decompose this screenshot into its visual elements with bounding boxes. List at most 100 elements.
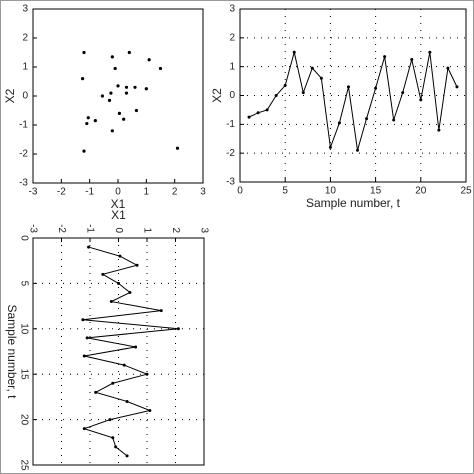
x-tick-label: 10 — [325, 186, 337, 197]
y-tick-label: -1 — [19, 120, 28, 131]
y-tick-label: 2 — [229, 32, 235, 43]
x-tick-label: 3 — [200, 187, 206, 198]
point — [383, 55, 387, 59]
y-tick-label: 3 — [229, 4, 235, 15]
point — [356, 148, 360, 152]
point — [113, 66, 117, 71]
point — [265, 108, 269, 112]
point — [80, 77, 85, 81]
point — [110, 129, 114, 133]
y-tick-label: -3 — [27, 224, 38, 233]
point — [100, 94, 105, 98]
y-tick-label: 3 — [22, 4, 28, 15]
point — [81, 318, 85, 322]
x-tick-label: 25 — [18, 459, 29, 471]
y-tick-label: 2 — [170, 227, 181, 233]
point — [148, 409, 152, 413]
point — [134, 108, 139, 113]
point — [107, 98, 112, 102]
point — [117, 281, 120, 285]
y-tick-label: 2 — [22, 33, 28, 44]
x-tick-label: 15 — [18, 369, 29, 381]
x-axis-label: Sample number, t — [5, 304, 19, 399]
point — [301, 91, 305, 95]
point — [147, 58, 151, 62]
point — [109, 300, 113, 304]
point — [159, 309, 163, 313]
x-tick-label: 25 — [460, 186, 472, 197]
point — [337, 121, 341, 125]
point — [118, 254, 122, 258]
point — [124, 85, 129, 89]
x-tick-label: 15 — [370, 186, 382, 197]
y-tick-label: -1 — [226, 119, 235, 130]
x-tick-label: 0 — [18, 235, 29, 241]
y-tick-label: -2 — [19, 149, 28, 160]
y-axis-label: X1 — [111, 208, 126, 222]
point — [82, 427, 86, 431]
point — [419, 98, 423, 102]
y-tick-label: 0 — [229, 90, 235, 101]
point — [122, 117, 126, 121]
subplot: 0 5 10 15 20 25 -3 -2 -1 0 1 2 3 Sample number, t X1 — [5, 208, 210, 471]
point — [82, 149, 86, 153]
x-tick-label: 10 — [18, 323, 29, 335]
point — [256, 111, 260, 115]
y-axis-label: X2 — [210, 88, 224, 103]
point — [111, 381, 115, 385]
point — [109, 91, 113, 95]
point — [319, 76, 323, 80]
point — [125, 454, 129, 458]
y-tick-label: -3 — [226, 177, 235, 188]
point — [82, 50, 86, 55]
point — [310, 66, 314, 70]
x-tick-label: -2 — [57, 187, 66, 198]
x-tick-label: 1 — [144, 187, 150, 198]
point — [283, 83, 287, 87]
x-tick-label: 5 — [282, 186, 288, 197]
series-line — [248, 52, 458, 151]
y-tick-label: -1 — [84, 224, 95, 233]
point — [437, 128, 441, 132]
point — [392, 118, 396, 122]
point — [94, 390, 98, 394]
point — [127, 50, 131, 55]
point — [114, 445, 118, 449]
point — [110, 55, 114, 59]
point — [128, 290, 132, 294]
x-tick-label: -1 — [85, 187, 94, 198]
point — [122, 363, 126, 367]
point — [135, 263, 139, 267]
y-tick-label: 0 — [113, 227, 124, 233]
point — [274, 94, 278, 97]
point — [410, 57, 414, 61]
point — [86, 116, 90, 120]
point — [175, 146, 180, 150]
series-line — [82, 246, 179, 457]
y-tick-label: -2 — [226, 148, 235, 159]
y-tick-label: 1 — [141, 227, 152, 233]
point — [111, 436, 115, 440]
point — [93, 119, 97, 123]
x-tick-label: 5 — [18, 281, 29, 287]
y-tick-label: -2 — [56, 224, 67, 233]
point — [85, 121, 89, 126]
x-tick-label: 0 — [237, 186, 243, 197]
plot-area — [32, 8, 204, 184]
point — [176, 327, 180, 331]
plot-area — [32, 237, 205, 466]
point — [401, 91, 405, 95]
point — [446, 66, 450, 70]
point — [108, 418, 112, 422]
subplot: 0 5 10 15 20 25 -3 -2 -1 0 1 2 3 Sample number, t X2 — [210, 4, 472, 211]
y-tick-label: 1 — [229, 61, 235, 72]
y-tick-label: 0 — [22, 91, 28, 102]
point — [365, 117, 369, 121]
point — [117, 111, 122, 115]
point — [455, 85, 459, 89]
point — [125, 399, 129, 403]
point — [374, 86, 378, 90]
subplot: -3 -2 -1 0 1 2 3 -3 -2 -1 0 1 2 3 X1 X2 — [3, 4, 206, 212]
point — [134, 345, 138, 349]
